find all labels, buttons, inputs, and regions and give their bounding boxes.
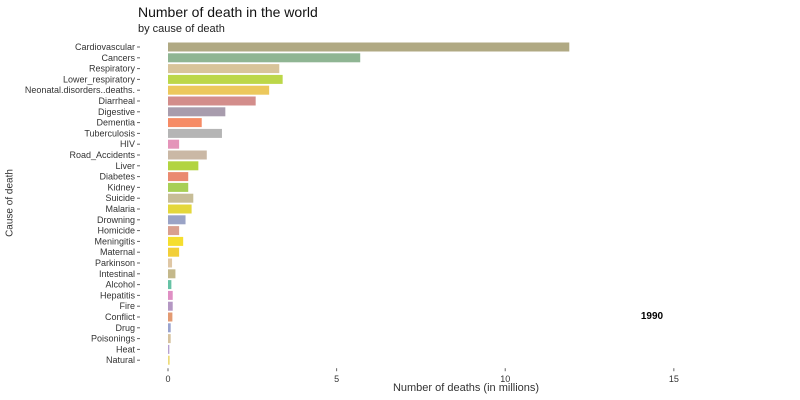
bar-drug [168, 323, 171, 333]
y-tick-label: Natural [106, 355, 135, 365]
bar-kidney [168, 182, 189, 192]
year-annotation: 1990 [640, 311, 664, 322]
y-tick-label: Maternal [100, 247, 135, 257]
bar-poisonings [168, 334, 171, 344]
bar-fire [168, 301, 173, 311]
bar-liver [168, 161, 199, 171]
y-tick-label: Heat [116, 344, 136, 354]
y-tick-labels: CardiovascularCancersRespiratoryLower_re… [25, 42, 140, 365]
bar-dementia [168, 118, 202, 128]
bar-meningitis [168, 236, 184, 246]
bar-intestinal [168, 269, 176, 279]
bar-malaria [168, 204, 192, 214]
y-tick-label: Poisonings [91, 334, 136, 344]
bar-diabetes [168, 172, 189, 182]
y-tick-label: Cardiovascular [75, 42, 135, 52]
y-tick-label: Fire [120, 301, 136, 311]
y-tick-label: Liver [115, 161, 135, 171]
y-tick-label: Homicide [97, 226, 135, 236]
y-tick-label: Meningitis [94, 236, 135, 246]
y-tick-label: Diarrheal [98, 96, 135, 106]
y-tick-label: Suicide [105, 193, 135, 203]
y-tick-label: Neonatal.disorders..deaths. [25, 85, 135, 95]
y-tick-label: Road_Accidents [69, 150, 135, 160]
chart-subtitle: by cause of death [138, 23, 225, 35]
bar-suicide [168, 193, 194, 203]
bar-drowning [168, 215, 186, 225]
bars-group [168, 42, 570, 365]
y-tick-label: Digestive [98, 107, 135, 117]
bar-cancers [168, 53, 361, 63]
y-tick-label: Intestinal [99, 269, 135, 279]
chart-title: Number of death in the world [138, 4, 318, 20]
bar-diarrheal [168, 96, 256, 106]
x-tick-label: 10 [500, 374, 510, 384]
bar-hiv [168, 139, 180, 149]
y-tick-label: Kidney [107, 182, 135, 192]
y-axis-label: Cause of death [4, 169, 16, 237]
bar-digestive [168, 107, 226, 117]
y-tick-label: HIV [120, 139, 135, 149]
bar-tuberculosis [168, 128, 222, 138]
y-tick-label: Drug [115, 323, 135, 333]
x-axis-label: Number of deaths (in millions) [392, 382, 540, 394]
y-tick-label: Alcohol [105, 280, 135, 290]
y-tick-label: Dementia [96, 118, 135, 128]
x-tick-label: 5 [334, 374, 339, 384]
y-tick-label: Tuberculosis [84, 128, 135, 138]
bar-natural [168, 355, 170, 365]
y-tick-label: Respiratory [89, 64, 136, 74]
bar-conflict [168, 312, 173, 322]
bar-maternal [168, 247, 180, 257]
y-tick-label: Diabetes [99, 172, 135, 182]
bar-neonatal-disorders-deaths [168, 85, 270, 95]
y-tick-label: Parkinson [95, 258, 135, 268]
bar-hepatitis [168, 290, 173, 300]
bar-respiratory [168, 64, 280, 74]
bar-cardiovascular [168, 42, 570, 52]
x-tick-label: 15 [669, 374, 679, 384]
y-tick-label: Cancers [101, 53, 135, 63]
y-tick-label: Drowning [97, 215, 135, 225]
y-tick-label: Lower_respiratory [63, 74, 136, 84]
y-tick-label: Conflict [105, 312, 136, 322]
y-tick-label: Hepatitis [100, 290, 136, 300]
x-ticks: 0 5 10 15 [165, 368, 679, 384]
x-tick-label: 0 [165, 374, 170, 384]
y-tick-label: Malaria [105, 204, 135, 214]
bar-lower-respiratory [168, 74, 283, 84]
bar-alcohol [168, 280, 172, 290]
bar-parkinson [168, 258, 173, 268]
bar-road-accidents [168, 150, 207, 160]
bar-homicide [168, 226, 180, 236]
bar-heat [168, 344, 170, 354]
